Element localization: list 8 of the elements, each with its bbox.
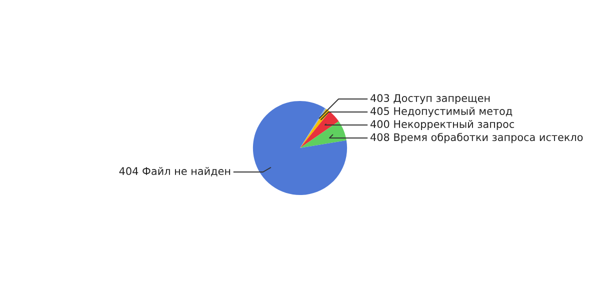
slice-label: 403 Доступ запрещен	[370, 94, 490, 104]
pie-slice	[300, 112, 339, 148]
slice-label: 408 Время обработки запроса истекло	[370, 132, 583, 144]
slice-label: 404 Файл не найден	[119, 167, 230, 176]
pie-slice	[300, 121, 346, 148]
slice-label: 405 Недопустимый метод	[370, 107, 512, 118]
slice-label: 400 Некорректный запрос	[370, 120, 514, 130]
pie-slice	[252, 100, 348, 196]
